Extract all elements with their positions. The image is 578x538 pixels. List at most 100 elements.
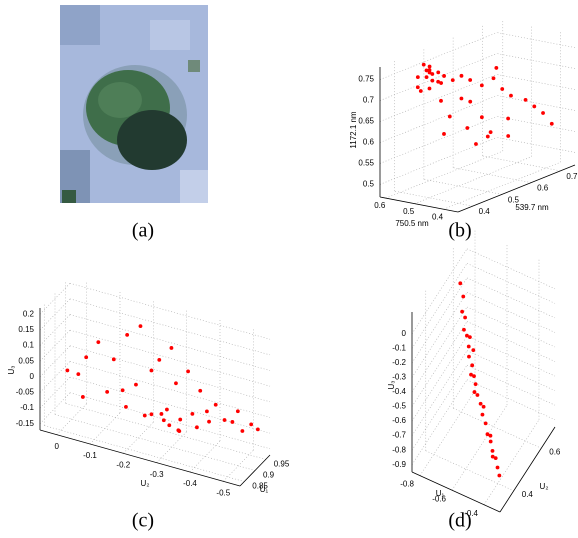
point — [471, 348, 476, 353]
axis-title: U₃ — [387, 380, 396, 389]
point — [485, 134, 490, 139]
point — [165, 407, 169, 412]
point — [186, 369, 190, 374]
point — [490, 448, 495, 453]
point — [475, 393, 480, 397]
point — [222, 418, 227, 422]
point — [439, 81, 443, 85]
point — [460, 309, 465, 314]
grid-line — [411, 365, 468, 451]
point — [478, 401, 483, 406]
point — [493, 456, 498, 461]
y-tick-label: 0.4 — [522, 490, 534, 499]
y-tick-label: -0.4 — [183, 479, 197, 488]
point — [459, 96, 464, 101]
point — [506, 116, 511, 121]
y-tick-label: -0.1 — [83, 451, 97, 460]
grid-line — [453, 407, 542, 449]
point — [124, 404, 128, 409]
grid-line — [443, 161, 561, 210]
point — [495, 465, 500, 470]
point — [138, 324, 143, 329]
grid-line — [69, 329, 271, 387]
point — [249, 422, 254, 427]
point — [481, 404, 486, 409]
point — [468, 335, 472, 340]
grid-line — [453, 167, 532, 183]
point — [479, 115, 484, 120]
grid-line — [411, 306, 468, 393]
point — [159, 412, 164, 416]
grid-line — [379, 32, 498, 80]
point — [427, 70, 432, 75]
x-tick-label: -0.6 — [432, 494, 446, 503]
point — [96, 340, 101, 345]
point — [497, 473, 502, 478]
grid-line — [69, 392, 271, 450]
grid-line — [44, 425, 245, 482]
panel-label: (b) — [448, 220, 471, 242]
point — [523, 97, 528, 102]
x-tick-label: -0.8 — [400, 480, 414, 489]
z-tick-label: 0.2 — [23, 309, 35, 318]
x-tick-label: -0.4 — [464, 509, 478, 518]
y-axis — [39, 429, 241, 487]
y-tick-label: -0.2 — [116, 460, 130, 469]
z-tick-label: 0.05 — [18, 356, 34, 365]
point — [421, 62, 426, 67]
grid-line — [411, 248, 468, 334]
point — [541, 111, 545, 115]
point — [470, 363, 475, 368]
point — [167, 423, 172, 428]
axis-title: 750.5 nm — [395, 219, 429, 228]
point — [488, 433, 493, 438]
grid-line — [39, 361, 71, 393]
x-tick-label: 0.4 — [479, 207, 491, 216]
y-tick-label: -0.5 — [216, 488, 230, 497]
point — [424, 75, 429, 79]
y-axis — [499, 426, 556, 513]
point — [479, 83, 484, 88]
x-tick-label: 0.9 — [263, 471, 275, 480]
grid-line — [69, 361, 271, 418]
x-tick-label: 0.5 — [508, 195, 520, 204]
point — [466, 344, 471, 349]
grid-line — [411, 350, 468, 436]
point — [473, 382, 478, 387]
z-tick-label: -0.8 — [392, 445, 406, 454]
y-axis — [379, 196, 459, 213]
axis-title: 1172.1 nm — [349, 111, 358, 149]
y-tick-label: 0.4 — [432, 212, 444, 221]
grid-line — [39, 392, 71, 424]
grid-line — [451, 405, 508, 491]
grid-line — [39, 283, 71, 315]
point — [442, 74, 446, 78]
z-tick-label: -0.2 — [392, 358, 406, 367]
grid-line — [414, 156, 532, 204]
point — [418, 89, 423, 93]
grid-line — [39, 314, 71, 346]
grid-line — [466, 306, 556, 348]
grid-line — [411, 277, 468, 364]
point — [549, 121, 554, 126]
point — [485, 432, 490, 437]
point — [468, 99, 473, 104]
point — [178, 417, 183, 422]
point — [472, 374, 476, 379]
point — [500, 87, 505, 91]
z-tick-label: -0.4 — [392, 387, 406, 396]
point — [207, 419, 211, 424]
z-tick-label: -0.5 — [392, 402, 406, 411]
point — [149, 412, 154, 417]
point — [142, 413, 147, 418]
grid-line — [411, 335, 468, 422]
point — [161, 418, 166, 423]
z-tick-label: -0.1 — [392, 343, 406, 352]
axis-title: U₁ — [260, 485, 269, 494]
point — [120, 388, 125, 393]
grid-line — [466, 248, 556, 290]
grid-line — [496, 53, 576, 69]
point — [76, 372, 81, 377]
point — [84, 355, 89, 360]
